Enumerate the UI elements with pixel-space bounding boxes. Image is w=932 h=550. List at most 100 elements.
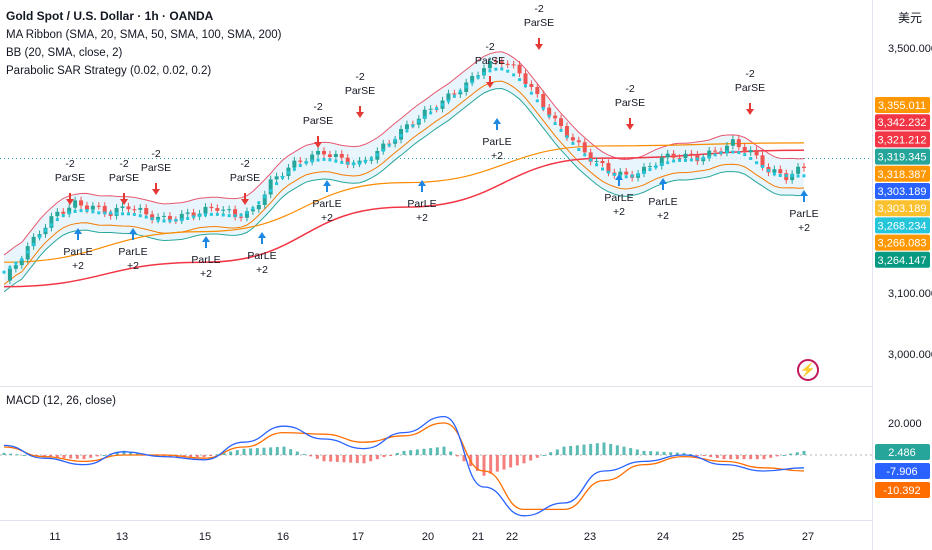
sar-dot (316, 158, 320, 162)
sar-dot (286, 171, 290, 175)
macd-histogram-bar (729, 455, 733, 460)
candle-body (446, 93, 451, 101)
candle-body (659, 157, 664, 166)
time-tick-label: 22 (506, 531, 518, 543)
macd-histogram-bar (75, 455, 79, 459)
macd-histogram-bar (635, 449, 639, 455)
time-tick-label: 13 (116, 531, 128, 543)
bollinger-lower (3, 88, 805, 293)
price-badge (875, 97, 930, 113)
candle-body (487, 60, 492, 69)
signal-label-name: ParLE (648, 196, 677, 208)
sma50-line (3, 80, 805, 285)
sar-dot (731, 150, 735, 154)
sar-dot (553, 122, 557, 126)
candle-body (221, 209, 226, 211)
sar-dot (85, 209, 89, 213)
short-signal-arrow (241, 199, 249, 205)
symbol-title[interactable]: Gold Spot / U.S. Dollar · 1h · OANDA (6, 9, 214, 23)
sar-dot (488, 69, 492, 73)
macd-histogram-bar (735, 455, 739, 460)
macd-badge (875, 463, 930, 479)
macd-badge-label: -10.392 (883, 485, 920, 497)
macd-histogram-bar (662, 451, 666, 455)
sar-dot (559, 128, 563, 132)
macd-histogram-bar (515, 455, 519, 466)
macd-histogram-bar (722, 455, 726, 460)
macd-histogram-bar (482, 455, 486, 476)
price-badge (875, 114, 930, 131)
macd-histogram-bar (189, 455, 193, 458)
signal-label-qty: +2 (127, 260, 139, 272)
signal-label-name: ParSE (141, 162, 171, 174)
candle-body (274, 176, 279, 180)
macd-histogram-bar (395, 452, 399, 455)
macd-histogram-bar (609, 443, 613, 455)
candle-body (19, 259, 24, 266)
candle-body (541, 93, 546, 108)
macd-histogram-bar (649, 451, 653, 455)
sar-dot (660, 163, 664, 167)
macd-histogram-bar (269, 447, 273, 455)
macd-histogram-bar (455, 455, 459, 457)
candle-body (683, 153, 688, 159)
sar-dot (334, 159, 338, 163)
legend-macd[interactable]: MACD (12, 26, close) (6, 395, 116, 407)
candle-body (529, 84, 534, 88)
price-badge (875, 234, 930, 251)
macd-histogram-bar (569, 445, 573, 455)
signal-label-name: ParSE (303, 115, 333, 127)
sar-dot (577, 148, 581, 152)
candle-body (13, 265, 18, 269)
macd-histogram-bar (522, 455, 526, 464)
candle-body (381, 143, 386, 152)
candle-body (108, 213, 113, 216)
macd-histogram-bar (249, 448, 253, 455)
macd-histogram-bar (415, 449, 419, 455)
sar-dot (523, 84, 527, 88)
signal-label-qty: +2 (321, 212, 333, 224)
macd-signal-line (3, 422, 805, 511)
macd-histogram-bar (535, 455, 539, 458)
macd-histogram-bar (302, 453, 306, 455)
legend-bollinger[interactable]: BB (20, SMA, close, 2) (6, 47, 123, 59)
macd-histogram-bar (655, 451, 659, 455)
short-signal-arrow (626, 124, 634, 130)
sar-dot (275, 182, 279, 186)
price-badge-label: 3,321.212 (878, 134, 927, 146)
macd-histogram-bar (275, 447, 279, 455)
short-signal-arrow (66, 199, 74, 205)
time-axis-divider (0, 520, 872, 521)
legend-ma-ribbon[interactable]: MA Ribbon (SMA, 20, SMA, 50, SMA, 100, S… (6, 29, 282, 41)
macd-histogram-bar (602, 442, 606, 455)
sar-dot (441, 103, 445, 107)
sar-dot (168, 219, 172, 223)
candle-body (535, 87, 540, 94)
candle-body (772, 169, 777, 173)
sar-dot (464, 85, 468, 89)
sar-dot (269, 189, 273, 193)
candle-body (802, 166, 806, 168)
time-tick-label: 17 (352, 531, 364, 543)
sar-dot (678, 158, 682, 162)
sar-dot (162, 219, 166, 223)
currency-label[interactable]: 美元 (897, 11, 922, 25)
sar-dot (601, 167, 605, 171)
candle-body (227, 209, 232, 211)
legend-psar[interactable]: Parabolic SAR Strategy (0.02, 0.02, 0.2) (6, 65, 212, 77)
sar-dot (583, 153, 587, 157)
sar-dot (73, 209, 77, 213)
signal-label-qty: +2 (72, 260, 84, 272)
macd-histogram-bar (22, 455, 26, 456)
candle-body (553, 115, 558, 119)
macd-histogram-bar (622, 446, 626, 455)
price-badge (875, 148, 930, 165)
macd-histogram-bar (749, 455, 753, 460)
candle-body (322, 150, 326, 155)
sar-dot (749, 156, 753, 160)
lightning-icon[interactable]: ⚡ (797, 359, 819, 381)
signal-label-qty: +2 (798, 222, 810, 234)
macd-histogram-bar (309, 455, 313, 457)
macd-histogram-bar (549, 452, 553, 455)
